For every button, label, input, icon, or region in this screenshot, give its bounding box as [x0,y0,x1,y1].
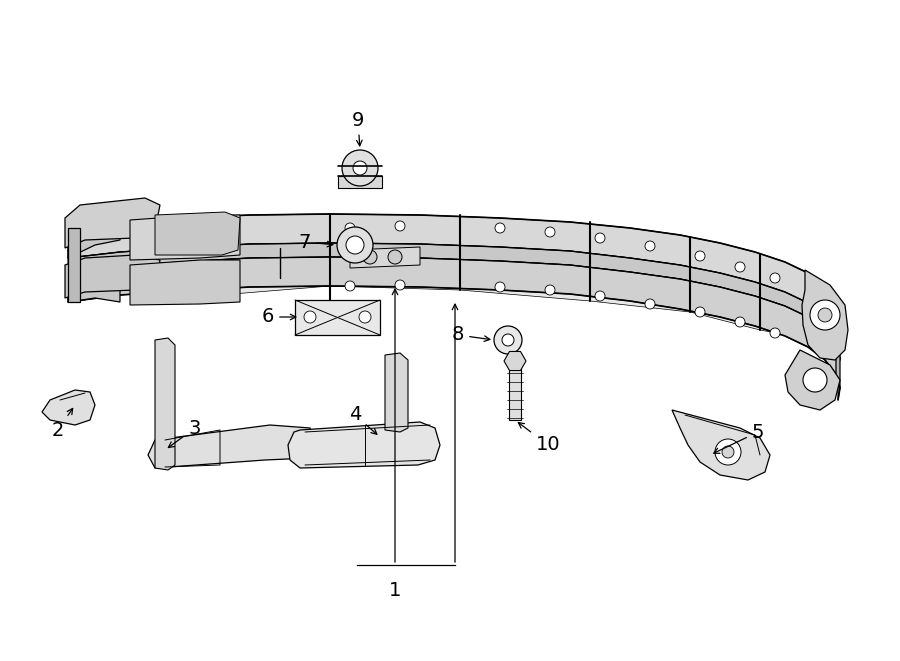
Text: 6: 6 [262,307,296,327]
Circle shape [304,311,316,323]
Circle shape [353,161,367,175]
Circle shape [645,241,655,251]
Text: 7: 7 [299,233,333,251]
Polygon shape [130,215,240,260]
Circle shape [735,262,745,272]
Polygon shape [68,243,840,370]
Circle shape [595,233,605,243]
Circle shape [345,281,355,291]
Polygon shape [836,300,840,388]
Polygon shape [68,262,120,302]
Circle shape [502,334,514,346]
Polygon shape [504,352,526,371]
Circle shape [818,308,832,322]
Circle shape [363,250,377,264]
Circle shape [345,223,355,233]
Circle shape [735,317,745,327]
Polygon shape [65,255,160,298]
Circle shape [395,280,405,290]
Polygon shape [338,176,382,188]
Polygon shape [68,257,840,400]
Polygon shape [65,198,160,248]
Polygon shape [802,270,848,360]
Circle shape [545,285,555,295]
Text: 10: 10 [518,422,561,455]
Polygon shape [135,243,836,344]
Circle shape [359,311,371,323]
Polygon shape [509,365,521,420]
Circle shape [495,282,505,292]
Circle shape [722,446,734,458]
Polygon shape [155,338,175,470]
Circle shape [770,328,780,338]
Circle shape [337,227,373,263]
Polygon shape [155,212,240,255]
Text: 8: 8 [452,325,490,344]
Circle shape [645,299,655,309]
Text: 2: 2 [52,408,73,440]
Polygon shape [288,422,440,468]
Polygon shape [385,353,408,432]
Text: 3: 3 [168,418,202,447]
Polygon shape [295,300,380,335]
Circle shape [545,227,555,237]
Text: 4: 4 [349,405,377,434]
Circle shape [695,307,705,317]
Circle shape [695,251,705,261]
Circle shape [715,439,741,465]
Polygon shape [42,390,95,425]
Circle shape [395,221,405,231]
Polygon shape [785,350,840,410]
Polygon shape [350,247,420,268]
Circle shape [342,150,378,186]
Polygon shape [68,213,120,258]
Polygon shape [68,228,80,302]
Polygon shape [838,315,840,356]
Circle shape [346,236,364,254]
Polygon shape [130,260,240,305]
Circle shape [770,273,780,283]
Circle shape [595,291,605,301]
Circle shape [803,368,827,392]
Text: 5: 5 [714,422,764,453]
Circle shape [495,223,505,233]
Circle shape [494,326,522,354]
Polygon shape [148,425,315,468]
Circle shape [810,300,840,330]
Text: 1: 1 [389,580,401,600]
Text: 9: 9 [352,110,365,146]
Polygon shape [68,214,840,356]
Circle shape [388,250,402,264]
Polygon shape [672,410,770,480]
